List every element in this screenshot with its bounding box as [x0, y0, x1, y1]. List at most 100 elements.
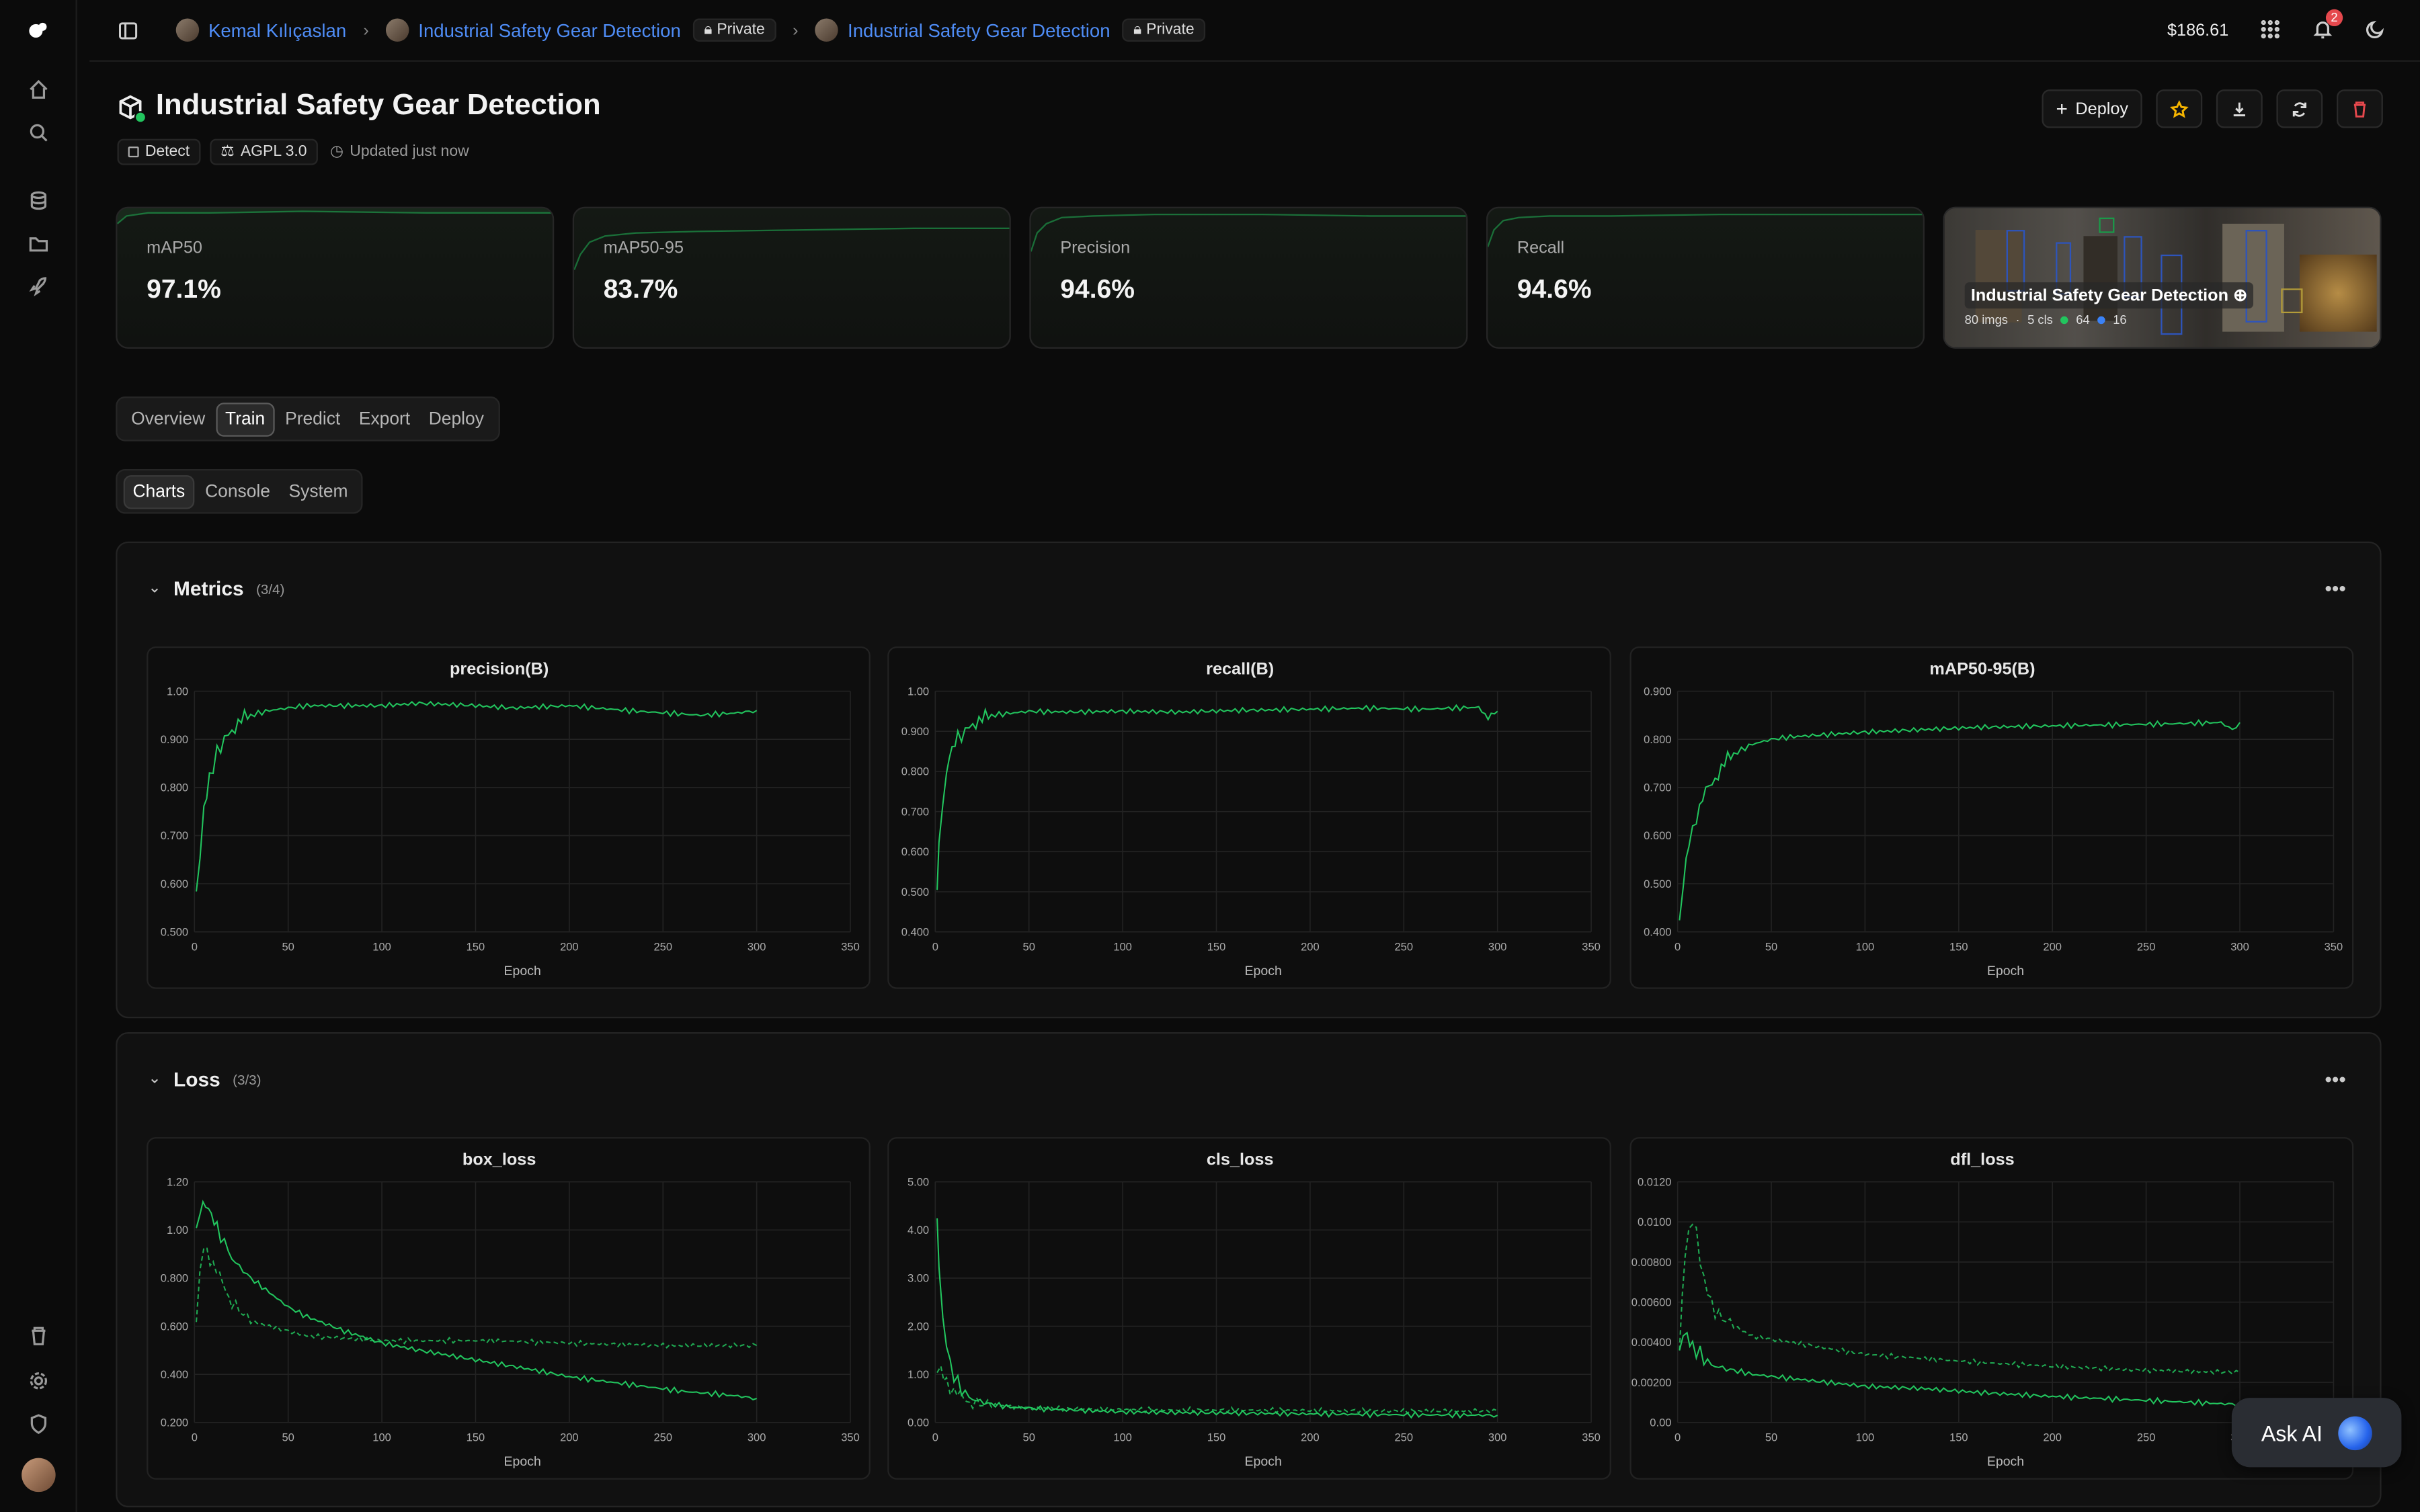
tab-export[interactable]: Export [358, 409, 411, 429]
tab-deploy[interactable]: Deploy [428, 409, 484, 429]
chart-recall[interactable]: recall(B) 0.400 0.500 0.600 0.700 0.800 0.900 1… [887, 646, 1611, 989]
breadcrumb-model[interactable]: Industrial Safety Gear Detection [848, 19, 1111, 41]
x-tick-label: 300 [1488, 1431, 1507, 1443]
home-icon[interactable] [25, 75, 52, 103]
metric-card-map50-95[interactable]: mAP50-95 83.7% [572, 206, 1011, 349]
series-line [196, 1200, 758, 1400]
x-tick-label: 250 [2137, 940, 2156, 953]
x-tick-label: 250 [653, 940, 672, 953]
metrics-section: ⌄ Metrics (3/4) ••• precision(B) 0.500 0.6… [116, 541, 2382, 1019]
y-tick-label: 0.0120 [1638, 1175, 1672, 1188]
x-tick-label: 350 [2325, 940, 2343, 953]
chart-box-loss[interactable]: box_loss 0.200 0.400 0.600 0.800 1.00 1.20 0 50 1… [147, 1137, 871, 1480]
more-icon[interactable]: ••• [2325, 577, 2346, 601]
y-tick-label: 0.400 [161, 1368, 188, 1381]
breadcrumb-user[interactable]: Kemal Kılıçaslan [208, 19, 347, 41]
chart-precision[interactable]: precision(B) 0.500 0.600 0.700 0.800 0.900 1.0… [147, 646, 871, 989]
metric-card-map50[interactable]: mAP50 97.1% [116, 206, 555, 349]
y-tick-label: 0.0100 [1638, 1216, 1672, 1228]
metric-label: mAP50-95 [603, 239, 684, 258]
series-line [1679, 718, 2241, 921]
metric-card-recall[interactable]: Recall 94.6% [1486, 206, 1925, 349]
y-tick-label: 3.00 [908, 1272, 929, 1285]
lock-icon: 🔒︎ [1133, 22, 1142, 39]
chart-map50-95[interactable]: mAP50-95(B) 0.400 0.500 0.600 0.700 0.800 0.90… [1629, 646, 2354, 989]
x-tick-label: 50 [1023, 1431, 1035, 1443]
chevron-right-icon: › [363, 20, 369, 40]
delete-button[interactable] [2336, 89, 2383, 128]
updated-label: Updated just now [350, 143, 469, 161]
folder-icon[interactable] [25, 230, 52, 257]
x-tick-label: 100 [1856, 1431, 1875, 1443]
download-button[interactable] [2216, 89, 2263, 128]
tab-train[interactable]: Train [216, 402, 275, 436]
x-tick-label: 50 [282, 1431, 294, 1443]
gear-icon[interactable] [25, 1367, 52, 1394]
x-axis-label: Epoch [504, 964, 541, 978]
chart-cls-loss[interactable]: cls_loss 0.00 1.00 2.00 3.00 4.00 5.00 0 50 100 15… [887, 1137, 1611, 1480]
x-tick-label: 300 [748, 1431, 766, 1443]
y-tick-label: 0.00600 [1631, 1296, 1672, 1308]
globe-icon: ⊕ [2233, 287, 2248, 306]
shield-icon[interactable] [25, 1410, 52, 1437]
logo-icon[interactable] [25, 17, 52, 44]
search-icon[interactable] [25, 119, 52, 146]
rocket-icon[interactable] [25, 273, 52, 300]
more-icon[interactable]: ••• [2325, 1067, 2346, 1091]
loss-section-header[interactable]: ⌄ Loss (3/3) [148, 1068, 261, 1091]
moon-icon[interactable] [2364, 17, 2386, 44]
metric-card-precision[interactable]: Precision 94.6% [1029, 206, 1468, 349]
x-tick-label: 150 [1207, 1431, 1226, 1443]
header-actions: + Deploy [2042, 89, 2383, 128]
x-tick-label: 0 [192, 1431, 198, 1443]
apps-grid-icon[interactable] [2259, 17, 2281, 44]
tab-console[interactable]: Console [205, 482, 270, 501]
y-tick-label: 0.600 [161, 1320, 188, 1333]
x-tick-label: 0 [192, 940, 198, 953]
dataset-green-count: 64 [2076, 313, 2090, 327]
balance[interactable]: $186.61 [2167, 22, 2229, 40]
y-tick-label: 0.900 [161, 733, 188, 746]
clock-icon: ◷ [330, 143, 344, 161]
y-tick-label: 0.700 [901, 805, 929, 818]
breadcrumb: Kemal Kılıçaslan › Industrial Safety Gea… [175, 18, 1205, 42]
y-tick-label: 0.800 [1644, 733, 1671, 746]
dataset-imgs: 80 imgs [1964, 313, 2009, 327]
chevron-down-icon[interactable]: ⌄ [148, 1070, 161, 1088]
sidebar-toggle-icon[interactable] [117, 19, 138, 41]
x-tick-label: 150 [467, 1431, 485, 1443]
loss-section: ⌄ Loss (3/3) ••• box_loss 0.200 0.400 0.600… [116, 1032, 2382, 1508]
status-dot [134, 110, 147, 123]
deploy-button[interactable]: + Deploy [2042, 89, 2142, 128]
y-tick-label: 0.600 [1644, 829, 1671, 842]
metric-value: 97.1% [147, 274, 221, 304]
y-tick-label: 4.00 [908, 1224, 929, 1236]
dataset-cls: 5 cls [2027, 313, 2053, 327]
metrics-section-header[interactable]: ⌄ Metrics (3/4) [148, 577, 284, 600]
dataset-card[interactable]: Industrial Safety Gear Detection ⊕ 80 im… [1943, 206, 2382, 349]
chevron-down-icon[interactable]: ⌄ [148, 580, 161, 597]
y-tick-label: 5.00 [908, 1175, 929, 1188]
avatar[interactable] [22, 1458, 56, 1493]
x-tick-label: 250 [2137, 1431, 2156, 1443]
tab-overview[interactable]: Overview [131, 409, 206, 429]
x-tick-label: 50 [1023, 940, 1035, 953]
breadcrumb-project[interactable]: Industrial Safety Gear Detection [418, 19, 681, 41]
chart-title: recall(B) [1206, 659, 1274, 678]
tab-system[interactable]: System [288, 482, 348, 501]
top-bar: Kemal Kılıçaslan › Industrial Safety Gea… [89, 0, 2420, 62]
refresh-button[interactable] [2276, 89, 2323, 128]
x-tick-label: 250 [1395, 1431, 1414, 1443]
y-tick-label: 0.900 [1644, 685, 1671, 698]
ask-ai-button[interactable]: Ask AI [2231, 1398, 2402, 1468]
tab-predict[interactable]: Predict [285, 409, 341, 429]
database-icon[interactable] [25, 187, 52, 214]
main-tabs: Overview Train Predict Export Deploy [116, 396, 499, 442]
chart-svg: cls_loss 0.00 1.00 2.00 3.00 4.00 5.00 0 50 100 15… [908, 1150, 1601, 1469]
bell-icon[interactable]: 2 [2312, 8, 2343, 44]
trash-icon[interactable] [25, 1322, 52, 1350]
tab-charts[interactable]: Charts [123, 474, 194, 509]
square-icon [128, 146, 139, 158]
y-tick-label: 0.00200 [1631, 1376, 1672, 1389]
star-button[interactable] [2156, 89, 2203, 128]
